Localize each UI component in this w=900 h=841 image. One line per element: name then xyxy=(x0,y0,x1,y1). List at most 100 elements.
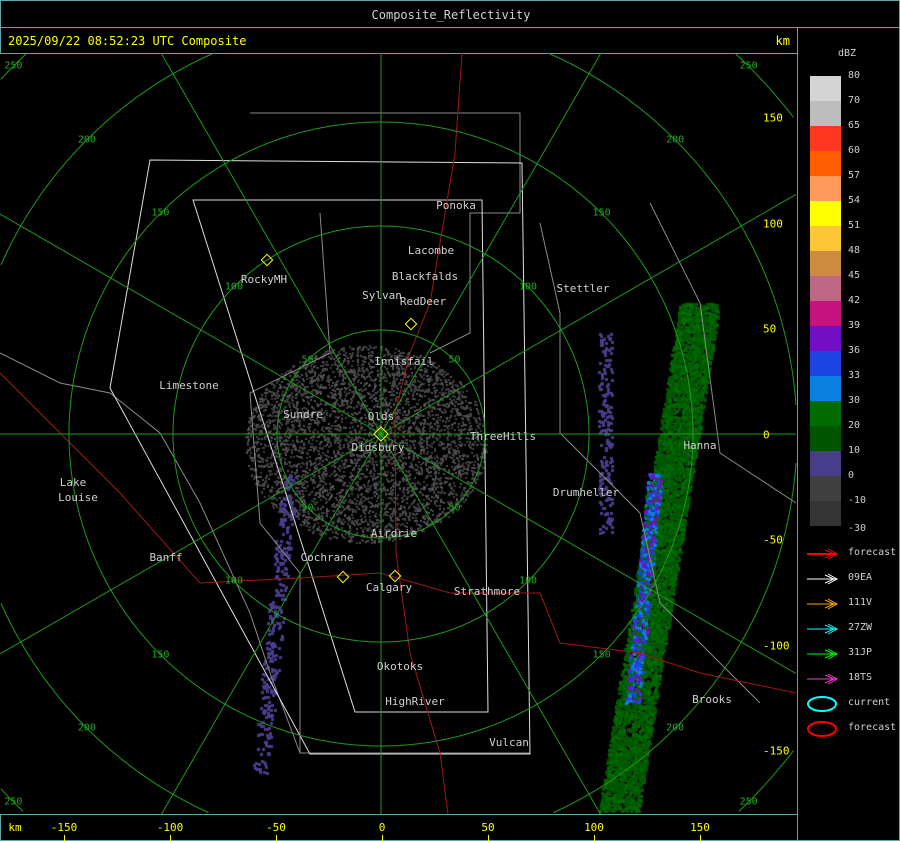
range-ring xyxy=(0,53,797,813)
x-axis-tick-label: 150 xyxy=(690,821,710,834)
legend-swatch xyxy=(810,101,841,126)
track-arrow-icon xyxy=(807,548,839,560)
city-label: Innisfail xyxy=(374,355,434,368)
legend-value-label: 39 xyxy=(848,320,861,331)
radar-site-icon xyxy=(404,317,418,331)
legend-value-label: 42 xyxy=(848,295,861,306)
legend-swatch xyxy=(810,401,841,426)
county-border xyxy=(0,352,301,754)
x-axis-tick xyxy=(488,835,489,841)
x-axis-unit: km xyxy=(8,821,22,834)
city-label: Drumheller xyxy=(552,486,620,499)
legend-label: -30 xyxy=(848,523,867,534)
legend-value-label: 45 xyxy=(848,270,861,281)
storm-cell-ellipse-icon xyxy=(807,696,837,712)
y-axis-tick-label: 100 xyxy=(763,217,783,230)
radar-site-icon xyxy=(373,426,389,442)
legend-swatch xyxy=(810,151,841,176)
legend-value-label: 80 xyxy=(848,70,861,81)
city-label: Lake xyxy=(59,476,87,489)
range-ring-label: 50 xyxy=(301,502,314,514)
county-border xyxy=(649,202,797,504)
unit-label: km xyxy=(775,34,790,48)
x-axis-tick xyxy=(276,835,277,841)
legend-value-label: 20 xyxy=(848,420,861,431)
range-ring-label: 50 xyxy=(301,354,314,366)
range-ring-label: 200 xyxy=(666,134,685,146)
legend-track-label: 18TS xyxy=(848,672,873,683)
legend-value-label: -10 xyxy=(848,495,867,506)
city-label: Stettler xyxy=(556,282,610,295)
county-border xyxy=(539,222,761,704)
range-ring-label: 150 xyxy=(151,207,170,219)
city-label: Okotoks xyxy=(376,660,424,673)
track-arrow-icon xyxy=(807,623,839,635)
range-ring-label: 250 xyxy=(4,60,23,72)
city-label: Strathmore xyxy=(453,585,521,598)
city-label: Vulcan xyxy=(489,736,529,749)
city-label: Sylvan xyxy=(362,289,402,302)
azimuth-line xyxy=(0,193,797,655)
legend-swatch xyxy=(810,476,841,501)
legend-swatch xyxy=(810,76,841,101)
legend-value-label: 57 xyxy=(848,170,861,181)
y-axis-tick-label: 150 xyxy=(763,111,783,125)
range-ring-label: 250 xyxy=(739,796,758,808)
city-label: Brooks xyxy=(692,693,732,706)
legend-value-label: 51 xyxy=(848,220,861,231)
y-axis-tick-label: -100 xyxy=(763,639,790,652)
range-ring-label: 100 xyxy=(224,575,243,587)
storm-cell-ellipse-icon xyxy=(807,721,837,737)
y-axis-tick-label: -50 xyxy=(763,533,783,547)
range-ring-label: 150 xyxy=(592,649,611,661)
legend-value-label: 0 xyxy=(848,470,855,481)
range-ring-label: 200 xyxy=(77,134,96,146)
title-bar: Composite_Reflectivity xyxy=(0,0,900,28)
range-ring-label: 200 xyxy=(77,722,96,734)
x-axis-tick-label: 100 xyxy=(584,821,604,834)
legend-swatch xyxy=(810,251,841,276)
city-label: Limestone xyxy=(159,379,219,392)
range-ring-label: 150 xyxy=(151,649,170,661)
legend-value-label: 30 xyxy=(848,395,861,406)
city-label: Cochrane xyxy=(300,551,354,564)
legend-value-label: 60 xyxy=(848,145,861,156)
track-arrow-icon xyxy=(807,673,839,685)
range-ring-label: 100 xyxy=(519,281,538,293)
y-axis-tick-label: 0 xyxy=(763,428,770,441)
city-label: Hanna xyxy=(683,439,717,452)
legend-swatch xyxy=(810,201,841,226)
legend-value-label: 36 xyxy=(848,345,861,356)
legend-track-label: 27ZW xyxy=(848,622,873,633)
city-label: Olds xyxy=(367,410,395,423)
range-ring xyxy=(0,53,794,812)
track-arrow-icon xyxy=(807,598,839,610)
city-label: RockyMH xyxy=(240,273,288,286)
radar-site-icon xyxy=(260,253,274,267)
radar-map[interactable]: 50 50 50 50 100 100 100 100 150 150 150 150 200 200 20… xyxy=(0,53,797,815)
city-label: HighRiver xyxy=(385,695,445,708)
x-axis: km -150 -100 -50 0 50 100 150 xyxy=(0,814,798,841)
legend-value-label: 48 xyxy=(848,245,861,256)
radar-site-icon xyxy=(388,569,402,583)
legend-value-label: 33 xyxy=(848,370,861,381)
y-axis-tick-label: -150 xyxy=(763,744,790,758)
range-ring-label: 50 xyxy=(448,354,461,366)
legend-track-label: 31JP xyxy=(848,647,873,658)
legend-swatch xyxy=(810,376,841,401)
domain-outline xyxy=(192,199,489,713)
x-axis-tick xyxy=(594,835,595,841)
map-overlay xyxy=(0,53,797,815)
legend-value-label: 54 xyxy=(848,195,861,206)
timestamp: 2025/09/22 08:52:23 UTC Composite xyxy=(8,34,247,48)
range-ring-label: 250 xyxy=(739,60,758,72)
legend-track-label: forecast xyxy=(848,547,897,558)
city-label: Lacombe xyxy=(407,244,455,257)
range-ring-label: 100 xyxy=(519,575,538,587)
legend-swatch xyxy=(810,276,841,301)
highway xyxy=(0,372,797,694)
x-axis-tick-label: 50 xyxy=(481,821,495,834)
window-title: Composite_Reflectivity xyxy=(371,8,531,22)
legend-swatch xyxy=(810,326,841,351)
legend-swatch xyxy=(810,226,841,251)
